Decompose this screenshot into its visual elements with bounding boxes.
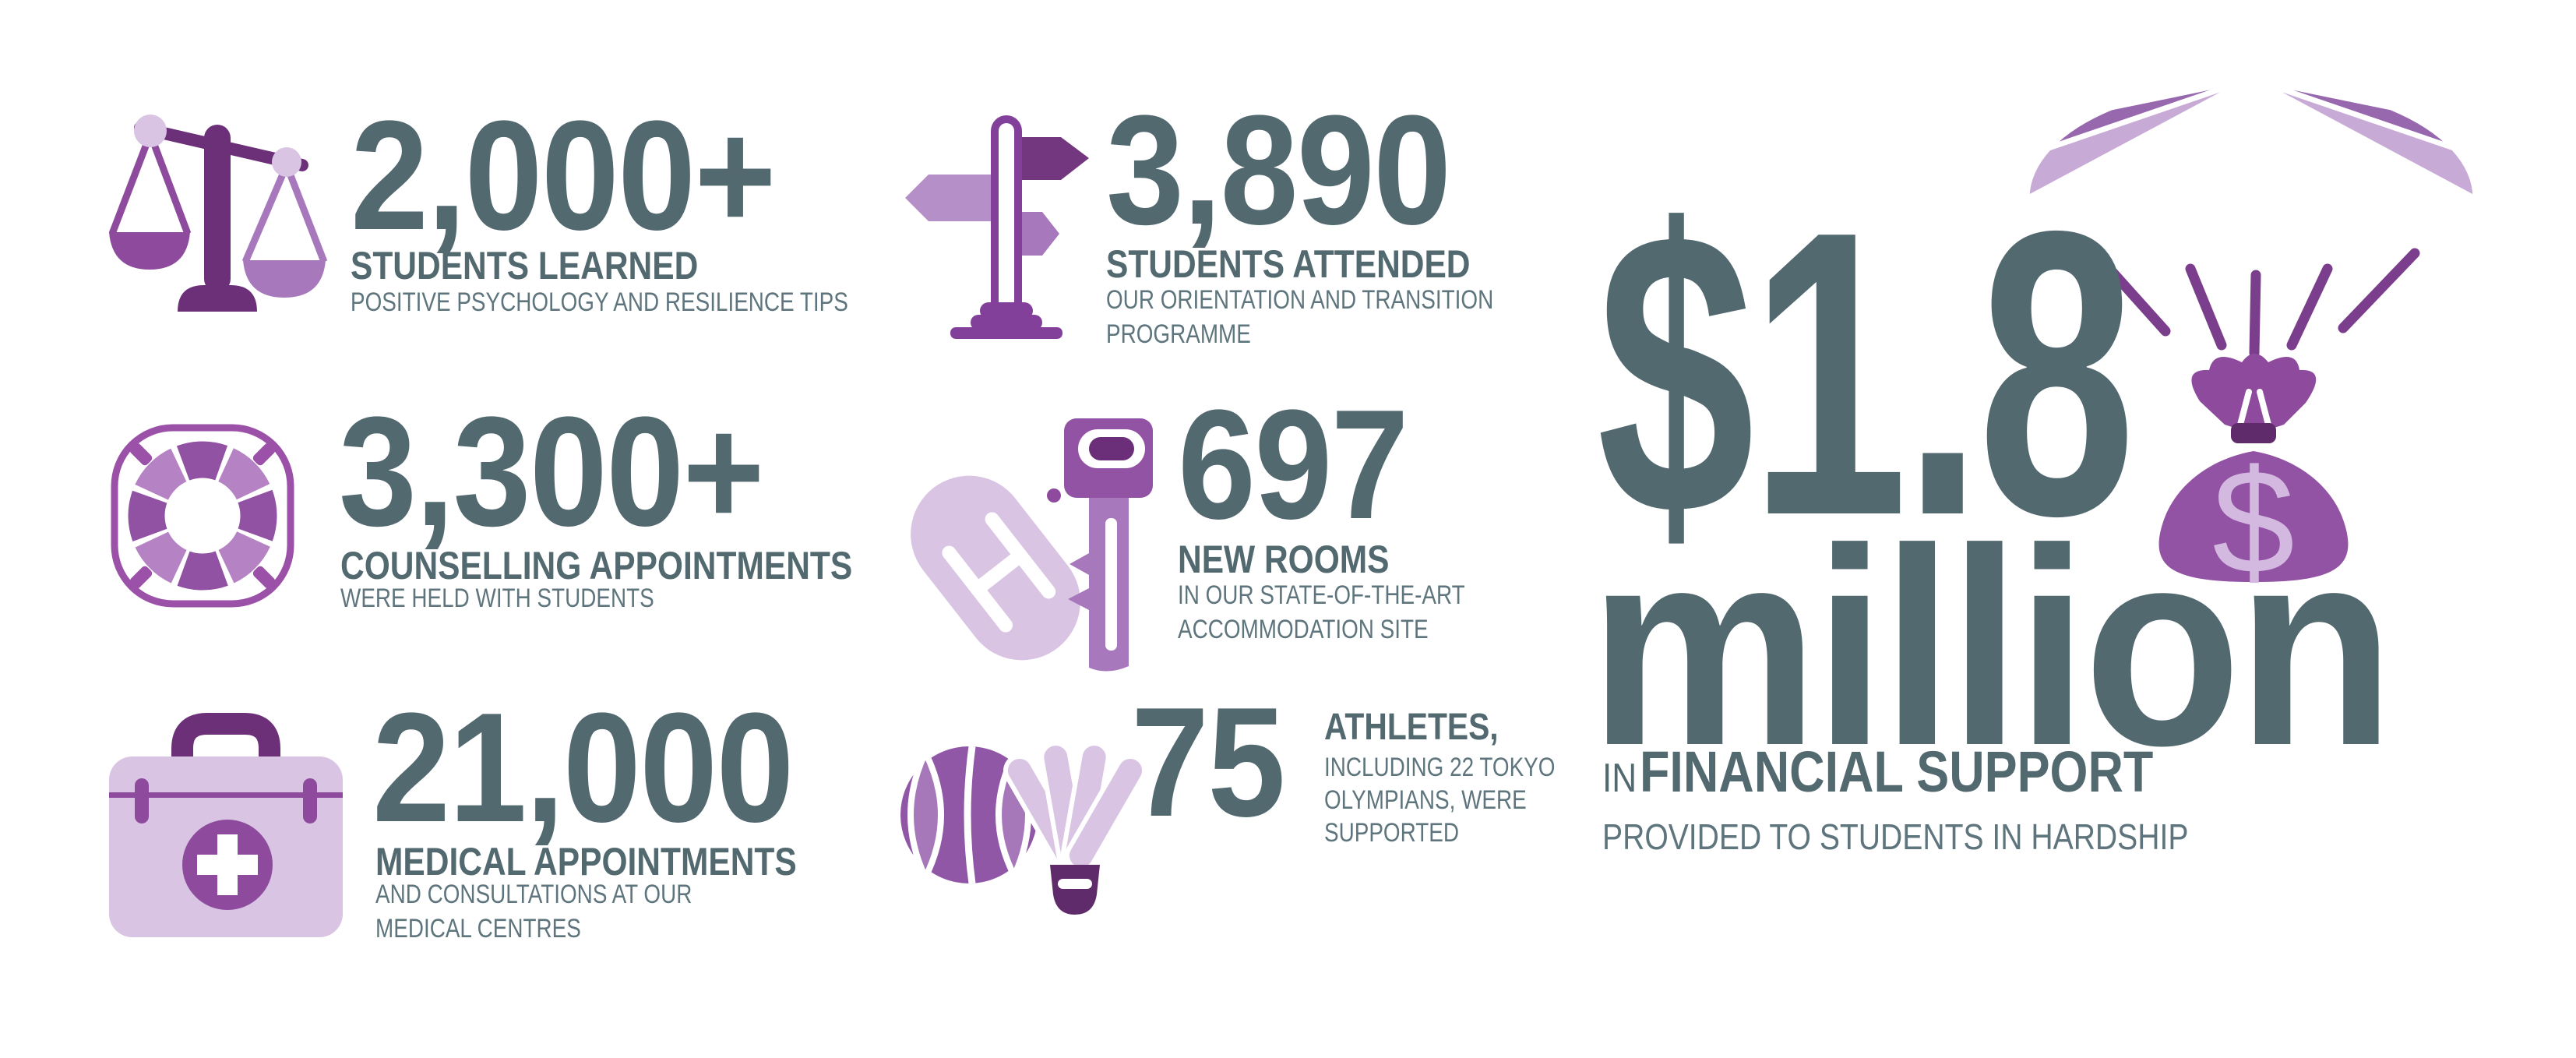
stat-subtext: OUR ORIENTATION AND TRANSITION PROGRAMME (1106, 283, 1493, 351)
subtext-line: MEDICAL CENTRES (375, 914, 581, 943)
subtext-line: WERE HELD WITH STUDENTS (340, 584, 654, 613)
subtext-line: ACCOMMODATION SITE (1178, 615, 1429, 644)
stat-athletes-icon-box (900, 711, 1147, 921)
stat-number: 2,000+ (351, 89, 777, 263)
stat-subtext: IN OUR STATE-OF-THE-ART ACCOMMODATION SI… (1178, 578, 1465, 647)
stat-subtext: INCLUDING 22 TOKYO OLYMPIANS, WERE SUPPO… (1324, 751, 1555, 849)
stat-number: 75 (1131, 675, 1285, 849)
stat-athletes-text-block: ATHLETES, INCLUDING 22 TOKYO OLYMPIANS, … (1324, 707, 1606, 849)
stat-number: 697 (1178, 378, 1409, 552)
sports-balls-icon (900, 741, 1147, 915)
highlight-support-prefix: IN (1602, 756, 1637, 801)
subtext-line: OLYMPIANS, WERE (1324, 785, 1527, 815)
stat-medical-icon-box (109, 711, 343, 939)
stat-label: STUDENTS LEARNED (351, 244, 699, 287)
highlight-support-text: FINANCIAL SUPPORT (1639, 739, 2154, 804)
money-parachute-icon: $ (2024, 76, 2479, 605)
stat-counselling-icon-box (109, 422, 296, 609)
stat-rooms-icon-box (904, 418, 1153, 672)
highlight-support-line: IN FINANCIAL SUPPORT (1602, 739, 2153, 805)
life-ring-icon (111, 424, 294, 608)
highlight-unit: million (1589, 491, 2395, 804)
stat-label: STUDENTS ATTENDED (1106, 242, 1471, 286)
stat-subtext: POSITIVE PSYCHOLOGY AND RESILIENCE TIPS (351, 285, 848, 319)
stat-label: ATHLETES, (1324, 707, 1499, 748)
dollar-glyph: $ (2212, 439, 2295, 605)
stat-number: 3,300+ (339, 385, 765, 559)
subtext-line: IN OUR STATE-OF-THE-ART (1178, 580, 1465, 610)
highlight-tagline: PROVIDED TO STUDENTS IN HARDSHIP (1602, 816, 2189, 857)
signpost-icon (905, 115, 1089, 339)
highlight-icon-box: $ (2024, 74, 2479, 605)
stat-number: 3,890 (1106, 83, 1451, 257)
stat-psychology-icon-box (108, 115, 328, 312)
stat-label: COUNSELLING APPOINTMENTS (340, 544, 853, 587)
room-key-icon (911, 418, 1153, 672)
scales-icon (108, 115, 328, 312)
stat-subtext: AND CONSULTATIONS AT OUR MEDICAL CENTRES (375, 877, 692, 946)
subtext-line: OUR ORIENTATION AND TRANSITION (1106, 285, 1494, 315)
subtext-line: INCLUDING 22 TOKYO (1324, 753, 1556, 782)
subtext-line: AND CONSULTATIONS AT OUR (375, 880, 692, 909)
medical-bag-icon (109, 713, 343, 937)
subtext-line: SUPPORTED (1324, 818, 1460, 848)
highlight-amount: $1.8 (1597, 147, 2136, 600)
subtext-line: PROGRAMME (1106, 319, 1251, 349)
stat-label: NEW ROOMS (1178, 538, 1390, 581)
stat-number: 21,000 (372, 681, 795, 855)
stat-subtext: WERE HELD WITH STUDENTS (340, 581, 654, 615)
stat-orientation-icon-box (904, 115, 1091, 341)
stat-label: MEDICAL APPOINTMENTS (375, 840, 797, 883)
subtext-line: POSITIVE PSYCHOLOGY AND RESILIENCE TIPS (351, 287, 848, 317)
